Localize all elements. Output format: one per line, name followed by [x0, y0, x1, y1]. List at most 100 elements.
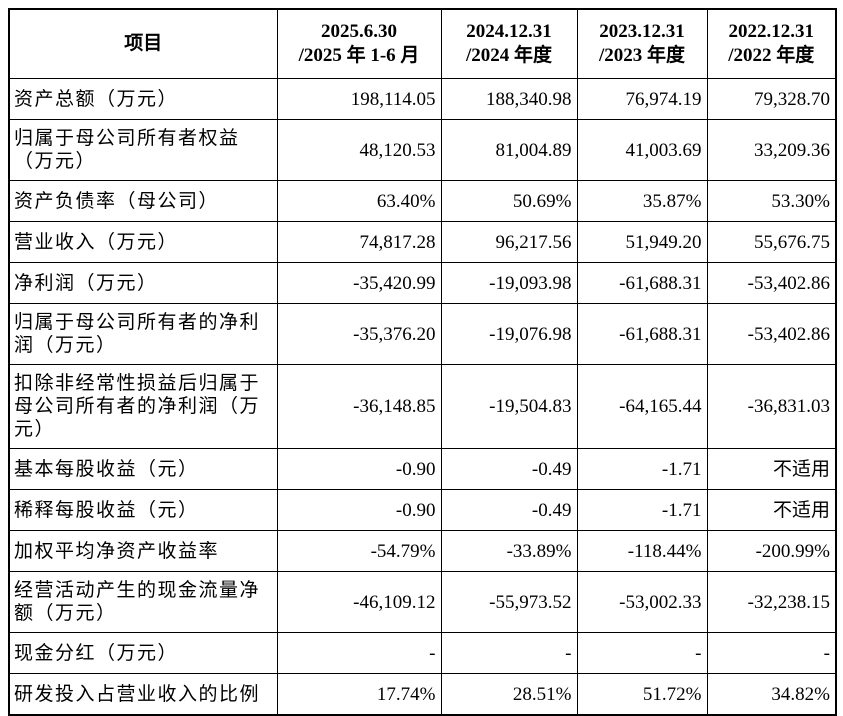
value-cell: 34.82%: [706, 673, 837, 716]
value-cell: -55,973.52: [440, 571, 578, 633]
value-cell: -32,238.15: [706, 571, 837, 633]
header-text: /2024 年度: [465, 45, 553, 66]
value-cell: -0.90: [276, 448, 442, 490]
header-text: /2025 年 1-6 月: [298, 45, 420, 66]
table-row: 归属于母公司所有者权益 （万元） 48,120.53 81,004.89 41,003.…: [8, 119, 837, 181]
label-text: 归属于母公司所有者权益: [14, 128, 240, 149]
label-text: 净利润（万元）: [14, 272, 158, 294]
value-cell: -61,688.31: [576, 262, 708, 304]
value-cell: 96,217.56: [440, 221, 578, 263]
row-label: 净利润（万元）: [8, 262, 278, 304]
table-row: 净利润（万元） -35,420.99 -19,093.98 -61,688.31 -53…: [8, 262, 837, 304]
value-cell: -35,376.20: [276, 303, 442, 365]
label-text: 扣除非经常性损益后归属于: [14, 373, 261, 394]
value-cell: 51.72%: [576, 673, 708, 716]
label-text: 基本每股收益（元）: [14, 458, 199, 480]
header-text: 2023.12.31: [599, 21, 685, 42]
value-cell: -53,402.86: [706, 303, 837, 365]
value-cell: 76,974.19: [576, 78, 708, 120]
value-cell: -1.71: [576, 489, 708, 531]
value-cell: -64,165.44: [576, 364, 708, 449]
row-label: 经营活动产生的现金流量净 额（万元）: [8, 571, 278, 633]
value-cell: 53.30%: [706, 180, 837, 222]
value-cell: -: [706, 632, 837, 674]
row-label: 归属于母公司所有者权益 （万元）: [8, 119, 278, 181]
label-text: （万元）: [14, 151, 97, 172]
value-cell: -200.99%: [706, 530, 837, 572]
value-cell: 74,817.28: [276, 221, 442, 263]
row-label: 稀释每股收益（元）: [8, 489, 278, 531]
value-cell: 28.51%: [440, 673, 578, 716]
value-cell: 55,676.75: [706, 221, 837, 263]
value-cell: 35.87%: [576, 180, 708, 222]
table-row: 扣除非经常性损益后归属于 母公司所有者的净利润（万 元） -36,148.85 -19,…: [8, 364, 837, 449]
label-text: 母公司所有者的净利润（万: [14, 396, 261, 417]
table-row: 研发投入占营业收入的比例 17.74% 28.51% 51.72% 34.82%: [8, 673, 837, 716]
table-row: 资产负债率（母公司） 63.40% 50.69% 35.87% 53.30%: [8, 180, 837, 222]
value-cell: -: [276, 632, 442, 674]
row-label: 资产负债率（母公司）: [8, 180, 278, 222]
value-cell: -: [576, 632, 708, 674]
value-cell: -118.44%: [576, 530, 708, 572]
value-cell: 51,949.20: [576, 221, 708, 263]
value-cell: -19,076.98: [440, 303, 578, 365]
value-cell: -54.79%: [276, 530, 442, 572]
table-row: 稀释每股收益（元） -0.90 -0.49 -1.71 不适用: [8, 489, 837, 531]
header-cell: 2024.12.31/2024 年度: [440, 8, 578, 79]
header-text: 2022.12.31: [728, 21, 815, 42]
value-cell: -46,109.12: [276, 571, 442, 633]
page: 项目 2025.6.30/2025 年 1-6 月 2024.12.31/2024 …: [8, 8, 837, 716]
value-cell: -33.89%: [440, 530, 578, 572]
value-cell: 不适用: [706, 448, 837, 490]
label-text: 元）: [14, 419, 56, 440]
value-cell: -19,093.98: [440, 262, 578, 304]
value-cell: 188,340.98: [440, 78, 578, 120]
table-row: 加权平均净资产收益率 -54.79% -33.89% -118.44% -200.99%: [8, 530, 837, 572]
label-text: 资产负债率（母公司）: [14, 190, 220, 212]
value-cell: 41,003.69: [576, 119, 708, 181]
value-cell: -53,002.33: [576, 571, 708, 633]
label-text: 研发投入占营业收入的比例: [14, 683, 261, 705]
label-text: 加权平均净资产收益率: [14, 540, 220, 562]
header-cell: 2025.6.30/2025 年 1-6 月: [276, 8, 442, 79]
value-cell: -0.49: [440, 489, 578, 531]
value-cell: -36,831.03: [706, 364, 837, 449]
value-cell: 48,120.53: [276, 119, 442, 181]
value-cell: -19,504.83: [440, 364, 578, 449]
value-cell: -36,148.85: [276, 364, 442, 449]
label-text: 营业收入（万元）: [14, 231, 179, 253]
value-cell: -1.71: [576, 448, 708, 490]
header-row: 项目 2025.6.30/2025 年 1-6 月 2024.12.31/2024 …: [8, 8, 837, 79]
label-text: 经营活动产生的现金流量净: [14, 580, 261, 601]
row-label: 营业收入（万元）: [8, 221, 278, 263]
value-cell: -53,402.86: [706, 262, 837, 304]
table-row: 现金分红（万元） - - - -: [8, 632, 837, 674]
label-text: 资产总额（万元）: [14, 88, 179, 110]
value-cell: -61,688.31: [576, 303, 708, 365]
row-label: 扣除非经常性损益后归属于 母公司所有者的净利润（万 元）: [8, 364, 278, 449]
header-cell: 项目: [8, 8, 278, 79]
financial-table: 项目 2025.6.30/2025 年 1-6 月 2024.12.31/2024 …: [8, 8, 837, 716]
row-label: 现金分红（万元）: [8, 632, 278, 674]
table-row: 资产总额（万元） 198,114.05 188,340.98 76,974.19 79,…: [8, 78, 837, 120]
row-label: 加权平均净资产收益率: [8, 530, 278, 572]
value-cell: -: [440, 632, 578, 674]
table-row: 经营活动产生的现金流量净 额（万元） -46,109.12 -55,973.52 -53…: [8, 571, 837, 633]
header-cell: 2023.12.31/2023 年度: [576, 8, 708, 79]
value-cell: -0.49: [440, 448, 578, 490]
value-cell: 198,114.05: [276, 78, 442, 120]
value-cell: 不适用: [706, 489, 837, 531]
header-text: 项目: [124, 33, 163, 54]
header-text: 2024.12.31: [466, 21, 552, 42]
row-label: 归属于母公司所有者的净利 润（万元）: [8, 303, 278, 365]
header-text: 2025.6.30: [321, 21, 397, 42]
label-text: 润（万元）: [14, 335, 117, 356]
table-row: 营业收入（万元） 74,817.28 96,217.56 51,949.20 55,67…: [8, 221, 837, 263]
header-text: /2023 年度: [598, 45, 686, 66]
row-label: 研发投入占营业收入的比例: [8, 673, 278, 716]
value-cell: 81,004.89: [440, 119, 578, 181]
value-cell: 33,209.36: [706, 119, 837, 181]
label-text: 现金分红（万元）: [14, 642, 179, 664]
row-label: 资产总额（万元）: [8, 78, 278, 120]
value-cell: -35,420.99: [276, 262, 442, 304]
